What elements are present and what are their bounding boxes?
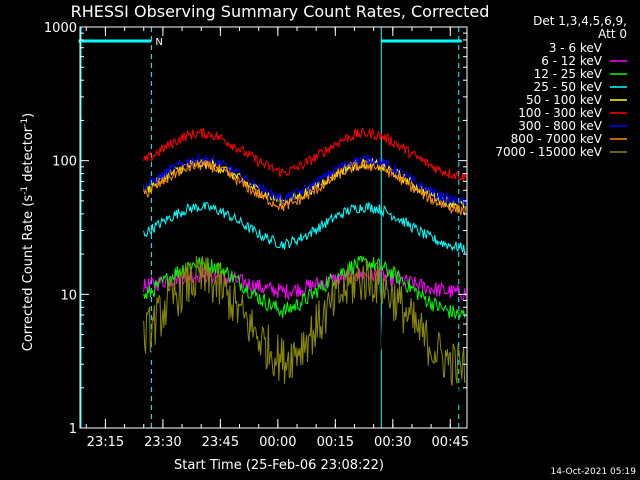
axes: 1 10 100 1000 23:15 23:30 23:45 00:00 00:15 00:30… xyxy=(44,21,469,450)
series-line-2 xyxy=(143,255,467,321)
series-line-6 xyxy=(143,154,467,207)
series-line-3 xyxy=(143,201,466,254)
x-tick-label-4: 00:15 xyxy=(317,435,354,450)
x-axis-label: Start Time (25-Feb-06 23:08:22) xyxy=(174,458,384,473)
y-axis-label-end: ) xyxy=(21,113,36,118)
y-axis-label-main: Corrected Count Rate (s xyxy=(21,195,36,352)
night-label: N xyxy=(155,37,162,48)
y-tick-label-3: 1000 xyxy=(44,21,77,36)
legend-header-line1: Det 1,3,4,5,6,9, xyxy=(533,14,627,28)
y-axis-label: Corrected Count Rate (s-1 detector-1) xyxy=(20,113,36,351)
legend-label-1: 6 - 12 keV xyxy=(541,54,603,68)
chart-title: RHESSI Observing Summary Count Rates, Co… xyxy=(71,2,490,21)
series-line-5 xyxy=(143,127,467,182)
series-line-4 xyxy=(143,157,466,210)
y-axis-label-mid: detector xyxy=(21,126,36,186)
series-line-0 xyxy=(143,306,467,422)
legend-label-3: 25 - 50 keV xyxy=(534,80,603,94)
x-tick-label-2: 23:45 xyxy=(202,435,239,450)
legend-label-2: 12 - 25 keV xyxy=(534,67,603,81)
series-line-8 xyxy=(143,256,466,386)
x-tick-label-6: 00:45 xyxy=(432,435,469,450)
y-axis-label-sup2: -1 xyxy=(20,118,30,127)
legend-label-7: 800 - 7000 keV xyxy=(511,132,603,146)
legend-label-0: 3 - 6 keV xyxy=(549,41,603,55)
legend-label-8: 7000 - 15000 keV xyxy=(495,145,602,159)
axes-frame xyxy=(79,26,468,429)
y-tick-label-1: 10 xyxy=(60,288,77,303)
legend-label-6: 300 - 800 keV xyxy=(518,119,602,133)
night-markers: N xyxy=(78,27,462,428)
date-stamp: 14-Oct-2021 05:19 xyxy=(551,467,637,477)
y-tick-label-2: 100 xyxy=(52,155,77,170)
x-tick-label-0: 23:15 xyxy=(87,435,124,450)
legend-label-4: 50 - 100 keV xyxy=(526,93,603,107)
series-line-7 xyxy=(143,159,467,217)
y-axis-label-sup1: -1 xyxy=(20,186,30,195)
series-layer xyxy=(143,127,467,422)
x-tick-label-5: 00:30 xyxy=(374,435,411,450)
y-tick-label-0: 1 xyxy=(69,422,77,437)
legend-header-line2: Att 0 xyxy=(598,27,627,41)
x-tick-label-1: 23:30 xyxy=(144,435,181,450)
legend-label-5: 100 - 300 keV xyxy=(518,106,602,120)
x-tick-label-3: 00:00 xyxy=(259,435,296,450)
